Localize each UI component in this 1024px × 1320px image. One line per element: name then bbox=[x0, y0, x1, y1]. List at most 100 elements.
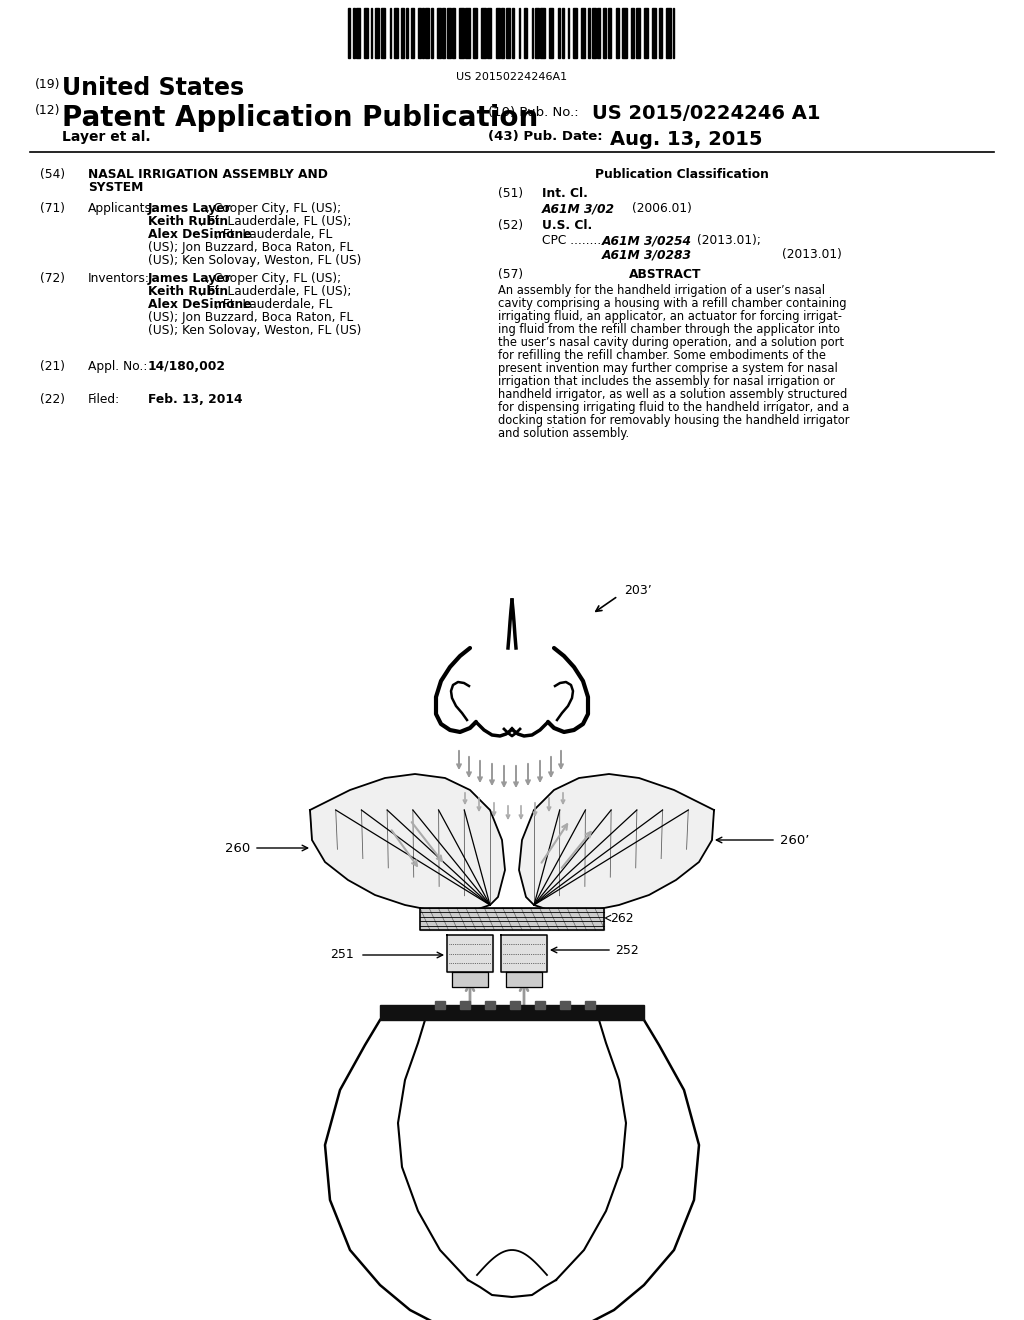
Text: Layer et al.: Layer et al. bbox=[62, 129, 151, 144]
Bar bbox=[568, 8, 569, 58]
Bar bbox=[644, 8, 648, 58]
Text: (2013.01);: (2013.01); bbox=[697, 234, 761, 247]
Bar bbox=[585, 1001, 595, 1008]
Text: A61M 3/0283: A61M 3/0283 bbox=[602, 248, 692, 261]
Bar bbox=[435, 1001, 445, 1008]
Text: cavity comprising a housing with a refill chamber containing: cavity comprising a housing with a refil… bbox=[498, 297, 847, 310]
Text: Applicants:: Applicants: bbox=[88, 202, 156, 215]
Text: Aug. 13, 2015: Aug. 13, 2015 bbox=[610, 129, 763, 149]
Bar bbox=[622, 8, 627, 58]
Text: Alex DeSimone: Alex DeSimone bbox=[148, 228, 252, 242]
Text: (52): (52) bbox=[498, 219, 523, 232]
Bar bbox=[588, 8, 590, 58]
Bar bbox=[535, 1001, 545, 1008]
Bar bbox=[597, 8, 600, 58]
Bar bbox=[582, 8, 586, 58]
Bar bbox=[658, 8, 662, 58]
Text: ABSTRACT: ABSTRACT bbox=[629, 268, 701, 281]
Bar bbox=[407, 8, 409, 58]
Text: , Ft. Lauderdale, FL (US);: , Ft. Lauderdale, FL (US); bbox=[200, 215, 351, 228]
Bar bbox=[389, 8, 391, 58]
Text: (2013.01): (2013.01) bbox=[782, 248, 842, 261]
Bar bbox=[652, 8, 656, 58]
Bar bbox=[394, 8, 397, 58]
Text: , Ft. Lauderdale, FL: , Ft. Lauderdale, FL bbox=[215, 228, 333, 242]
Text: (US); Jon Buzzard, Boca Raton, FL: (US); Jon Buzzard, Boca Raton, FL bbox=[148, 242, 353, 253]
Bar bbox=[573, 8, 578, 58]
Text: Keith Rubin: Keith Rubin bbox=[148, 215, 228, 228]
Bar bbox=[353, 8, 355, 58]
Text: United States: United States bbox=[62, 77, 244, 100]
Bar bbox=[485, 1001, 495, 1008]
Text: 252: 252 bbox=[615, 944, 639, 957]
Text: NASAL IRRIGATION ASSEMBLY AND: NASAL IRRIGATION ASSEMBLY AND bbox=[88, 168, 328, 181]
Text: (US); Jon Buzzard, Boca Raton, FL: (US); Jon Buzzard, Boca Raton, FL bbox=[148, 312, 353, 323]
Text: US 2015/0224246 A1: US 2015/0224246 A1 bbox=[592, 104, 820, 123]
Bar bbox=[418, 8, 421, 58]
Text: Int. Cl.: Int. Cl. bbox=[542, 187, 588, 201]
Text: 203’: 203’ bbox=[624, 585, 651, 598]
Text: , Ft. Lauderdale, FL: , Ft. Lauderdale, FL bbox=[215, 298, 333, 312]
Text: 262: 262 bbox=[610, 912, 634, 924]
Bar bbox=[531, 8, 534, 58]
Bar bbox=[442, 8, 445, 58]
Text: (22): (22) bbox=[40, 393, 65, 407]
Text: Patent Application Publication: Patent Application Publication bbox=[62, 104, 539, 132]
Bar bbox=[501, 935, 547, 972]
Text: US 20150224246A1: US 20150224246A1 bbox=[457, 73, 567, 82]
Text: , Cooper City, FL (US);: , Cooper City, FL (US); bbox=[206, 202, 341, 215]
Bar bbox=[481, 8, 485, 58]
Text: (54): (54) bbox=[40, 168, 66, 181]
Bar bbox=[401, 8, 403, 58]
Text: 260: 260 bbox=[224, 842, 250, 854]
Bar bbox=[602, 8, 606, 58]
Text: 14/180,002: 14/180,002 bbox=[148, 360, 226, 374]
Bar bbox=[506, 972, 542, 987]
Text: (US); Ken Solovay, Weston, FL (US): (US); Ken Solovay, Weston, FL (US) bbox=[148, 323, 361, 337]
Text: (12): (12) bbox=[35, 104, 60, 117]
Bar bbox=[460, 8, 464, 58]
Text: ing fluid from the refill chamber through the applicator into: ing fluid from the refill chamber throug… bbox=[498, 323, 840, 337]
Bar bbox=[519, 8, 520, 58]
Bar bbox=[535, 8, 540, 58]
Text: handheld irrigator, as well as a solution assembly structured: handheld irrigator, as well as a solutio… bbox=[498, 388, 847, 401]
Text: SYSTEM: SYSTEM bbox=[88, 181, 143, 194]
Bar bbox=[420, 908, 604, 931]
Text: , Cooper City, FL (US);: , Cooper City, FL (US); bbox=[206, 272, 341, 285]
Text: U.S. Cl.: U.S. Cl. bbox=[542, 219, 592, 232]
Text: Alex DeSimone: Alex DeSimone bbox=[148, 298, 252, 312]
Bar bbox=[501, 8, 504, 58]
Bar bbox=[452, 8, 455, 58]
Bar bbox=[437, 8, 440, 58]
Bar bbox=[541, 8, 545, 58]
Text: (21): (21) bbox=[40, 360, 65, 374]
Bar bbox=[523, 8, 527, 58]
Bar bbox=[592, 8, 596, 58]
Text: A61M 3/02: A61M 3/02 bbox=[542, 202, 615, 215]
Text: Filed:: Filed: bbox=[88, 393, 120, 407]
Bar bbox=[667, 8, 671, 58]
Text: (57): (57) bbox=[498, 268, 523, 281]
Bar bbox=[371, 8, 372, 58]
Bar bbox=[465, 8, 470, 58]
Bar bbox=[356, 8, 360, 58]
Text: the user’s nasal cavity during operation, and a solution port: the user’s nasal cavity during operation… bbox=[498, 337, 844, 348]
Text: James Layer: James Layer bbox=[148, 272, 231, 285]
Bar bbox=[510, 1001, 520, 1008]
Text: for refilling the refill chamber. Some embodiments of the: for refilling the refill chamber. Some e… bbox=[498, 348, 826, 362]
Bar bbox=[365, 8, 368, 58]
Polygon shape bbox=[310, 774, 505, 912]
Bar bbox=[607, 8, 611, 58]
Bar bbox=[412, 8, 414, 58]
Bar bbox=[348, 8, 350, 58]
Bar bbox=[507, 8, 510, 58]
Text: 260’: 260’ bbox=[780, 833, 809, 846]
Bar bbox=[447, 935, 493, 972]
Text: (US); Ken Solovay, Weston, FL (US): (US); Ken Solovay, Weston, FL (US) bbox=[148, 253, 361, 267]
Bar bbox=[423, 8, 424, 58]
Text: , Ft. Lauderdale, FL (US);: , Ft. Lauderdale, FL (US); bbox=[200, 285, 351, 298]
Bar bbox=[558, 8, 560, 58]
Bar bbox=[673, 8, 675, 58]
Bar bbox=[549, 8, 553, 58]
Text: 251: 251 bbox=[330, 949, 353, 961]
